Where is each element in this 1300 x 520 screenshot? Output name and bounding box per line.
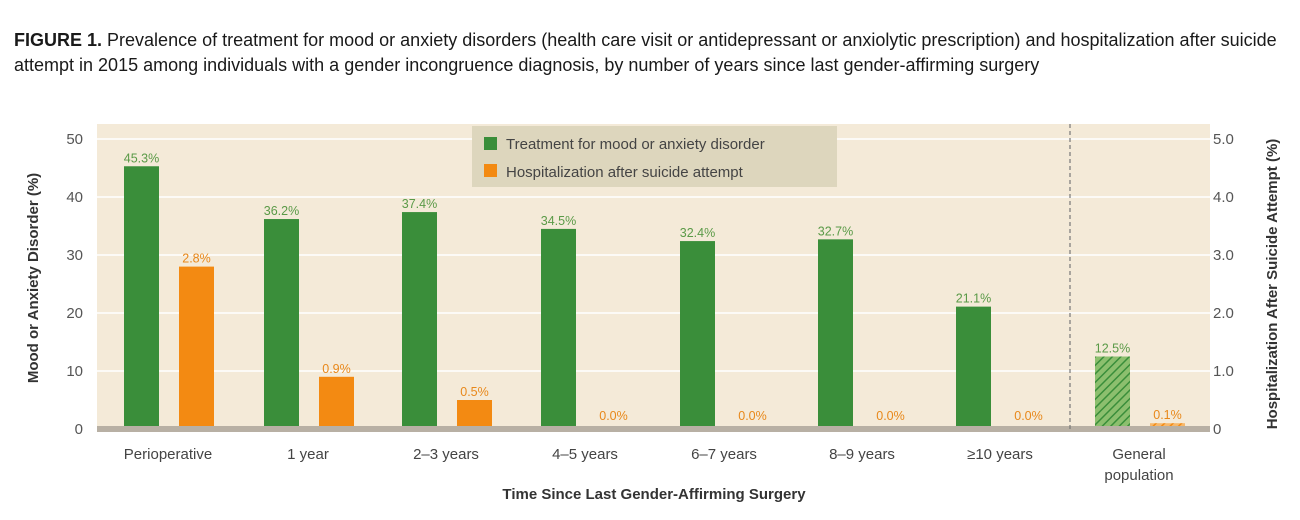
- data-label-treatment: 32.4%: [680, 226, 715, 240]
- bar-treatment: [541, 228, 576, 429]
- bar-treatment: [680, 241, 715, 429]
- y-left-tick-label: 50: [66, 131, 83, 148]
- data-label-treatment: 37.4%: [402, 197, 437, 211]
- bar-treatment: [818, 239, 853, 429]
- bar-treatment: [1095, 356, 1130, 429]
- y-right-tick-label: 4.0: [1213, 189, 1234, 206]
- legend-label-hospitalization: Hospitalization after suicide attempt: [506, 164, 744, 181]
- data-label-hospitalization: 0.0%: [876, 409, 905, 423]
- x-category-label: ≥10 years: [967, 446, 1033, 463]
- x-category-label: 1 year: [287, 446, 329, 463]
- data-label-hospitalization: 2.8%: [182, 252, 211, 266]
- bar-treatment: [402, 212, 437, 429]
- data-label-treatment: 12.5%: [1095, 342, 1130, 356]
- bar-hospitalization: [179, 266, 214, 429]
- bar-treatment: [264, 219, 299, 429]
- y-right-tick-label: 2.0: [1213, 305, 1234, 322]
- y-right-tick-label: 3.0: [1213, 247, 1234, 264]
- y-left-tick-label: 10: [66, 363, 83, 380]
- x-category-label: 6–7 years: [691, 446, 757, 463]
- bar-treatment: [956, 306, 991, 429]
- legend-label-treatment: Treatment for mood or anxiety disorder: [506, 136, 765, 153]
- legend-swatch-treatment: [484, 137, 497, 150]
- y-left-tick-label: 30: [66, 247, 83, 264]
- bar-hospitalization: [457, 400, 492, 429]
- y-left-tick-label: 20: [66, 305, 83, 322]
- bar-hospitalization: [319, 376, 354, 429]
- x-category-label: 4–5 years: [552, 446, 618, 463]
- data-label-hospitalization: 0.1%: [1153, 408, 1182, 422]
- figure-label: FIGURE 1.: [14, 30, 103, 50]
- data-label-hospitalization: 0.5%: [460, 385, 489, 399]
- y-right-tick-label: 5.0: [1213, 131, 1234, 148]
- y-right-tick-label: 1.0: [1213, 363, 1234, 380]
- bar-treatment: [124, 166, 159, 429]
- x-category-label: 2–3 years: [413, 446, 479, 463]
- y-left-tick-label: 0: [75, 421, 83, 438]
- data-label-treatment: 34.5%: [541, 214, 576, 228]
- figure-title: FIGURE 1. Prevalence of treatment for mo…: [14, 28, 1289, 78]
- data-label-hospitalization: 0.0%: [599, 409, 628, 423]
- y-right-tick-label: 0: [1213, 421, 1221, 438]
- figure-title-text: Prevalence of treatment for mood or anxi…: [14, 30, 1277, 75]
- legend-box: [472, 126, 837, 187]
- data-label-hospitalization: 0.0%: [1014, 409, 1043, 423]
- legend-swatch-hospitalization: [484, 164, 497, 177]
- y-axis-right-label: Hospitalization After Suicide Attempt (%…: [1264, 139, 1281, 430]
- x-axis-label: Time Since Last Gender-Affirming Surgery: [502, 486, 806, 503]
- x-category-label: 8–9 years: [829, 446, 895, 463]
- data-label-treatment: 45.3%: [124, 151, 159, 165]
- x-category-label: General population: [1104, 446, 1173, 484]
- data-label-treatment: 36.2%: [264, 204, 299, 218]
- data-label-treatment: 21.1%: [956, 292, 991, 306]
- data-label-treatment: 32.7%: [818, 224, 853, 238]
- legend: Treatment for mood or anxiety disorder H…: [472, 126, 837, 187]
- y-axis-left-label: Mood or Anxiety Disorder (%): [25, 173, 42, 383]
- data-label-hospitalization: 0.0%: [738, 409, 767, 423]
- x-category-label: Perioperative: [124, 446, 212, 463]
- y-left-tick-label: 40: [66, 189, 83, 206]
- data-label-hospitalization: 0.9%: [322, 362, 351, 376]
